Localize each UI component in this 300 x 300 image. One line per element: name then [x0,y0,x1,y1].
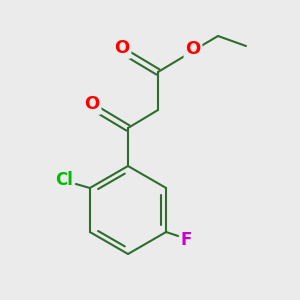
Text: O: O [114,39,130,57]
Text: O: O [185,40,201,58]
Text: F: F [180,231,192,249]
Text: O: O [84,95,100,113]
Text: Cl: Cl [55,171,73,189]
